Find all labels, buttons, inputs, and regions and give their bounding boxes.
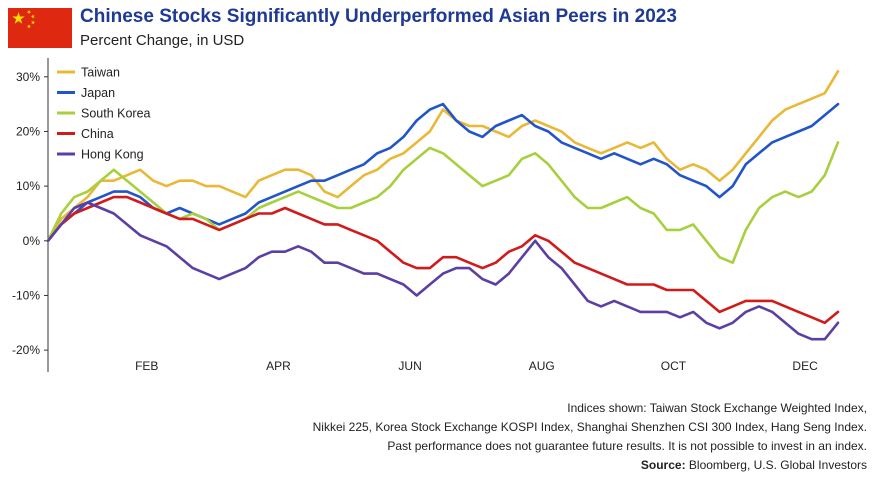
legend-label: China: [81, 127, 114, 141]
y-tick-label: -10%: [12, 288, 40, 302]
legend-label: Japan: [81, 86, 115, 100]
series-line-taiwan: [46, 70, 840, 243]
flag-star-large: [12, 12, 25, 24]
source-label: Source:: [640, 458, 686, 472]
source-line: Source: Bloomberg, U.S. Global Investors: [313, 456, 867, 475]
chart-subtitle: Percent Change, in USD: [80, 32, 245, 49]
series-line-hong-kong: [46, 201, 840, 341]
x-tick-label: AUG: [529, 359, 555, 373]
notes-line-1: Indices shown: Taiwan Stock Exchange Wei…: [567, 401, 867, 415]
series-line-china: [46, 195, 840, 325]
china-flag-icon: [8, 8, 72, 48]
legend-label: Hong Kong: [81, 148, 144, 162]
y-tick-label: 10%: [16, 179, 40, 193]
series-layer: [46, 70, 840, 341]
flag-star-small: [27, 10, 32, 15]
source-text: Bloomberg, U.S. Global Investors: [685, 458, 867, 472]
chart-axes: 30% 20% 10% 0% -10% -20% FEB APR JUN AUG OCT DEC: [12, 58, 818, 373]
flag-star-small: [30, 14, 35, 19]
x-tick-label: OCT: [661, 359, 687, 373]
y-tick-label: 30%: [16, 70, 40, 84]
y-tick-label: 20%: [16, 124, 40, 138]
series-line-japan: [46, 102, 840, 243]
series-line-south-korea: [46, 141, 840, 264]
chart-notes: Indices shown: Taiwan Stock Exchange Wei…: [313, 399, 867, 475]
notes-line-3: Past performance does not guarantee futu…: [387, 439, 867, 453]
x-tick-label: FEB: [135, 359, 158, 373]
flag-star-small: [26, 24, 32, 29]
notes-line-2: Nikkei 225, Korea Stock Exchange KOSPI I…: [312, 420, 867, 434]
y-tick-label: 0%: [23, 234, 41, 248]
legend-label: Taiwan: [81, 66, 120, 80]
x-tick-label: JUN: [398, 359, 421, 373]
flag-star-small: [31, 20, 36, 25]
chart-title: Chinese Stocks Significantly Underperfor…: [80, 6, 677, 27]
x-tick-label: DEC: [792, 359, 818, 373]
x-tick-label: APR: [266, 359, 291, 373]
line-chart: 30% 20% 10% 0% -10% -20% FEB APR JUN AUG OCT DEC Ta…: [12, 58, 840, 373]
chart-legend: Taiwan Japan South Korea China Hong Kong: [57, 66, 151, 162]
y-tick-label: -20%: [12, 343, 40, 357]
legend-label: South Korea: [81, 107, 151, 121]
